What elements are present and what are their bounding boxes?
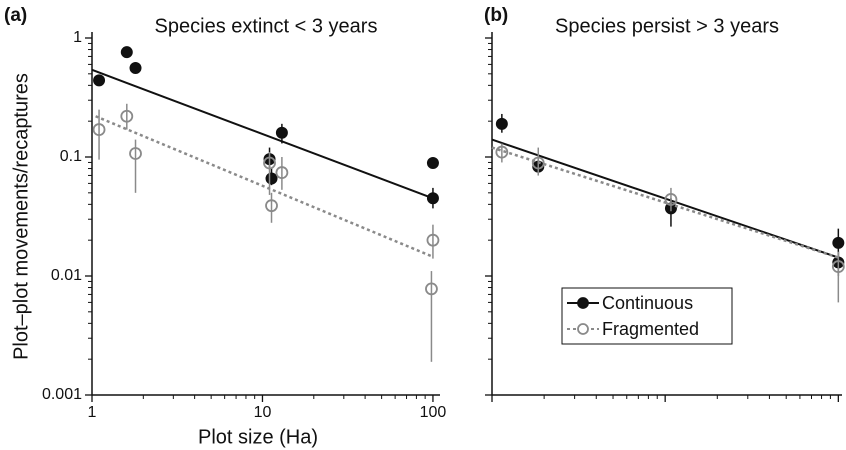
data-point bbox=[92, 123, 106, 136]
panel-label: (a) bbox=[4, 5, 27, 26]
data-point bbox=[93, 74, 106, 87]
data-point bbox=[265, 199, 278, 213]
data-point bbox=[831, 260, 845, 273]
data-point bbox=[426, 192, 439, 205]
legend-marker bbox=[577, 323, 589, 335]
y-tick-label: 0.001 bbox=[42, 386, 82, 403]
data-point bbox=[495, 145, 509, 159]
legend-box bbox=[561, 287, 733, 345]
x-tick-label: 1 bbox=[88, 404, 97, 421]
fit-line bbox=[91, 68, 434, 200]
data-point bbox=[275, 166, 289, 179]
fit-line bbox=[491, 146, 839, 259]
data-point bbox=[531, 156, 545, 170]
data-point bbox=[664, 193, 678, 206]
data-point bbox=[832, 236, 845, 249]
legend-label: Continuous bbox=[602, 293, 693, 313]
data-point bbox=[129, 61, 142, 74]
fit-line bbox=[95, 115, 434, 258]
data-point bbox=[120, 109, 134, 123]
y-tick-label: 0.1 bbox=[60, 148, 82, 165]
panel-label: (b) bbox=[484, 5, 508, 26]
legend-label: Fragmented bbox=[602, 319, 699, 339]
x-axis-label: Plot size (Ha) bbox=[198, 426, 318, 448]
data-point bbox=[263, 156, 276, 170]
data-point bbox=[426, 233, 440, 247]
data-point bbox=[265, 172, 278, 185]
data-point bbox=[275, 126, 288, 139]
data-point bbox=[129, 147, 142, 160]
y-axis-label: Plot–plot movements/recaptures bbox=[10, 73, 32, 360]
x-tick-label: 100 bbox=[420, 404, 447, 421]
data-point bbox=[425, 282, 438, 296]
y-tick-label: 1 bbox=[73, 29, 82, 46]
data-point bbox=[120, 46, 133, 59]
data-point bbox=[495, 117, 508, 130]
x-tick-label: 10 bbox=[254, 404, 272, 421]
panel-title: Species extinct < 3 years bbox=[155, 15, 378, 37]
legend-marker bbox=[577, 297, 589, 309]
panel-title: Species persist > 3 years bbox=[555, 15, 779, 37]
y-tick-label: 0.01 bbox=[51, 267, 82, 284]
data-point bbox=[426, 157, 439, 170]
